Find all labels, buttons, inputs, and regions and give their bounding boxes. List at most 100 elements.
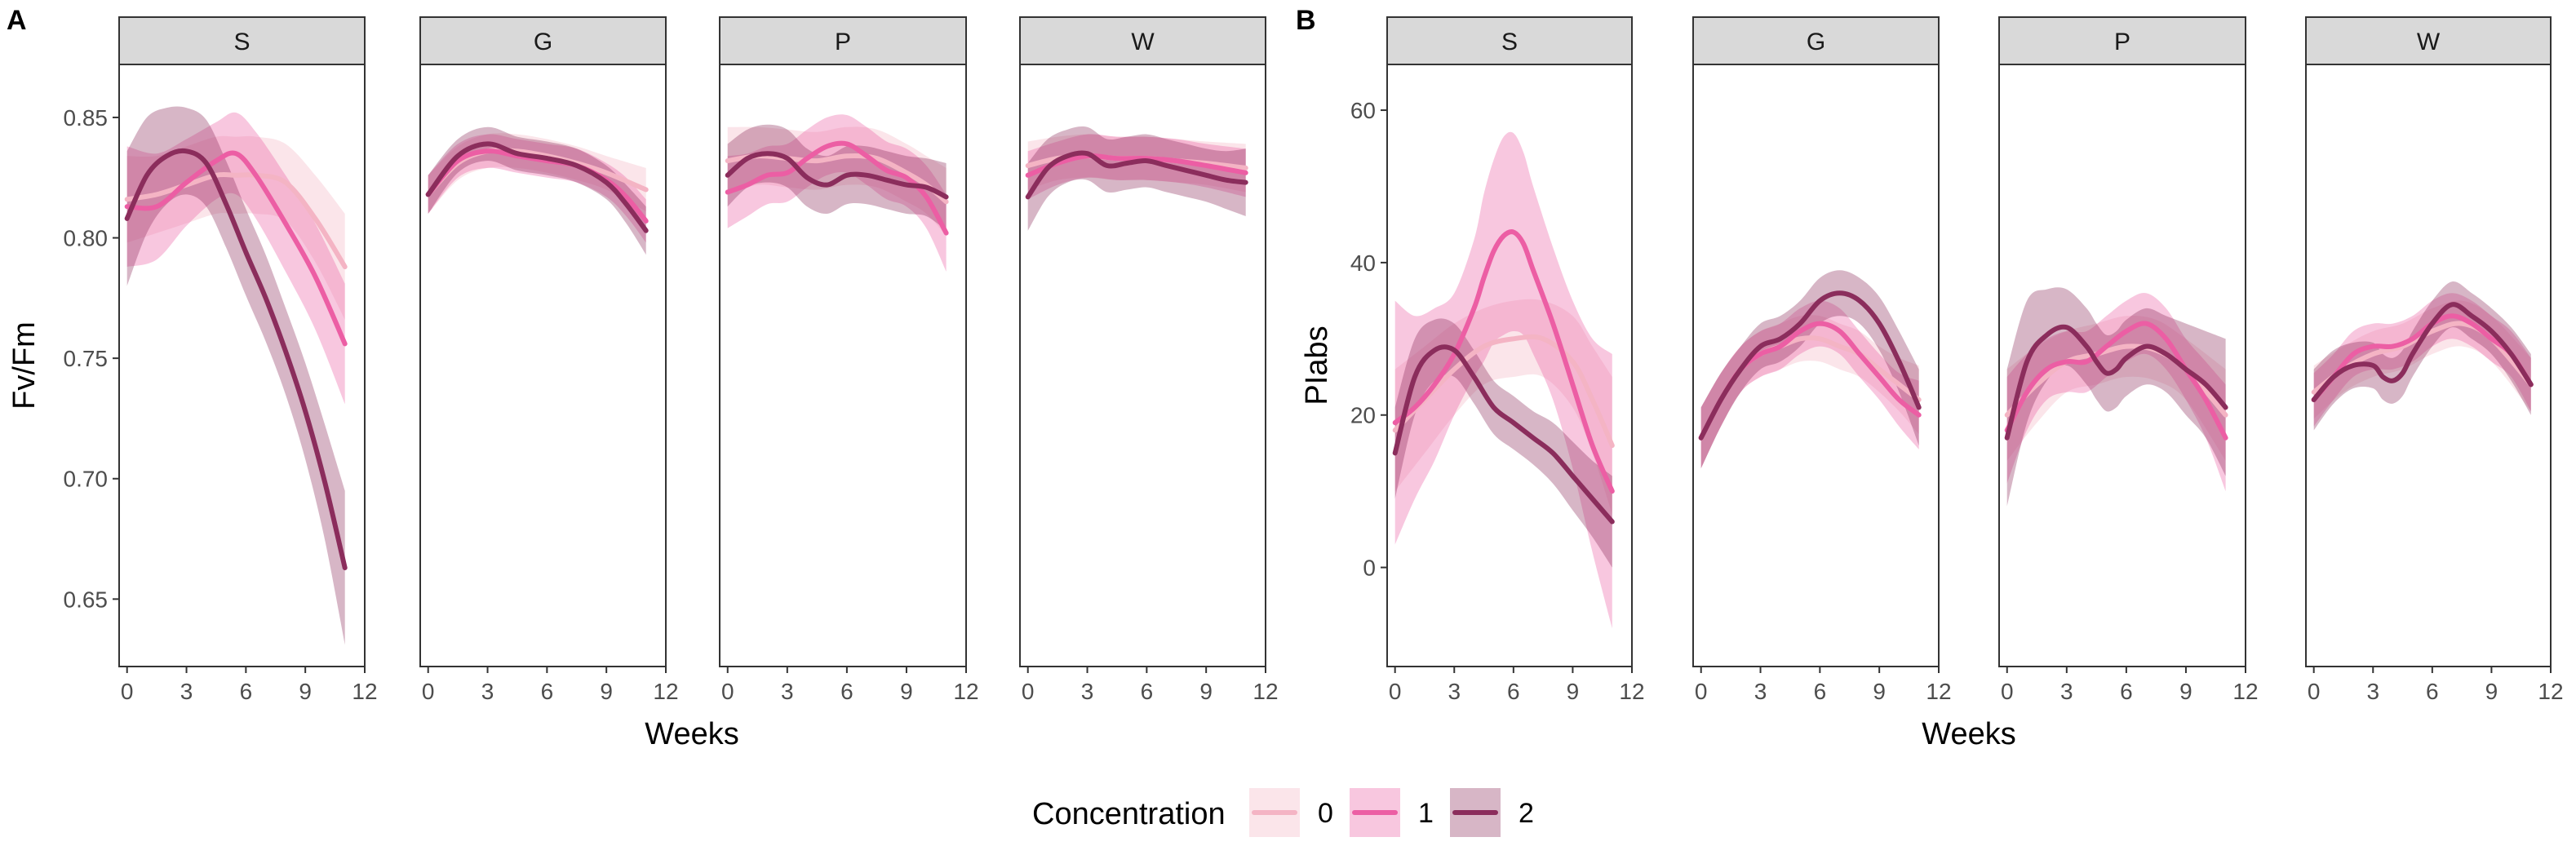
trend-line-concentration-2 (2311, 302, 2534, 402)
plot-area (1386, 64, 1633, 667)
x-tick-label: 12 (2538, 679, 2563, 704)
facet-g: G 0 3 6 9 12 (1692, 16, 1952, 704)
x-tick-label: 9 (900, 679, 913, 704)
x-axis-title: Weeks (645, 717, 738, 751)
facet-strip-label: G (534, 29, 552, 55)
ci-band-concentration-0 (2006, 316, 2226, 461)
facet-strip-label: P (2114, 29, 2130, 55)
x-tick-label: 6 (240, 679, 253, 704)
x-tick-label: 3 (481, 679, 494, 704)
y-tick-label: 0.70 (64, 467, 109, 492)
legend-label: 1 (1418, 798, 1434, 829)
facet-s: S 0 3 6 9 12 (118, 16, 378, 704)
x-tick-label: 12 (1619, 679, 1644, 704)
x-tick-label: 6 (2120, 679, 2133, 704)
trend-line-concentration-2 (1698, 290, 1922, 441)
facet-strip (1386, 16, 1633, 65)
legend-item-2: 2 (1450, 788, 1534, 837)
ci-band-concentration-2 (126, 106, 345, 645)
trend-line-concentration-2 (2004, 324, 2228, 441)
y-tick-label: 40 (1350, 250, 1376, 276)
x-tick-label: 6 (1507, 679, 1520, 704)
legend-title: Concentration (1032, 797, 1226, 831)
facet-strip-label: S (233, 29, 250, 55)
facet-g: G 0 3 6 9 12 (419, 16, 679, 704)
facet-strip-label: S (1501, 29, 1518, 55)
x-tick-label: 6 (541, 679, 554, 704)
trend-line-concentration-1 (1392, 229, 1615, 494)
y-tick-label: 0 (1363, 556, 1376, 581)
facet-s: S 0 3 6 9 12 (1386, 16, 1645, 704)
facet-strip (1019, 16, 1266, 65)
trend-line-concentration-2 (725, 151, 949, 200)
y-tick-label: 60 (1350, 98, 1376, 123)
trend-line-concentration-1 (725, 140, 949, 236)
x-tick-label: 0 (1022, 679, 1035, 704)
ci-band-concentration-1 (428, 134, 646, 243)
y-tick-label: 0.65 (64, 587, 109, 612)
trend-line-concentration-2 (1392, 344, 1615, 525)
x-tick-label: 0 (1389, 679, 1402, 704)
trend-line-concentration-1 (2311, 313, 2534, 402)
trend-line-concentration-2 (425, 141, 649, 233)
trend-line-concentration-2 (1025, 150, 1248, 200)
facet-w: W 0 3 6 9 12 (2305, 16, 2564, 704)
ci-band-concentration-2 (1700, 270, 1919, 469)
ci-band-concentration-1 (1027, 134, 1246, 200)
legend-item-0: 0 (1249, 788, 1333, 837)
x-tick-label: 0 (422, 679, 435, 704)
x-tick-label: 0 (1695, 679, 1708, 704)
facet-strip-label: G (1807, 29, 1825, 55)
x-tick-label: 9 (2485, 679, 2498, 704)
facet-strip (419, 16, 667, 65)
trend-line-concentration-0 (725, 153, 949, 205)
panel-label: B (1296, 5, 1316, 36)
facet-strip (118, 16, 366, 65)
x-tick-label: 3 (1754, 679, 1767, 704)
x-tick-label: 12 (653, 679, 678, 704)
y-tick-label: 20 (1350, 403, 1376, 428)
ci-band-concentration-0 (126, 135, 345, 320)
y-tick-label: 0.75 (64, 346, 109, 371)
x-tick-label: 12 (953, 679, 978, 704)
x-tick-label: 0 (721, 679, 734, 704)
x-tick-label: 12 (1253, 679, 1278, 704)
panel-label: A (7, 5, 27, 36)
x-tick-label: 0 (121, 679, 134, 704)
facet-strip-label: W (2417, 29, 2441, 55)
facet-strip-label: P (835, 29, 851, 55)
x-tick-label: 6 (1141, 679, 1154, 704)
facet-strip (2305, 16, 2552, 65)
facet-p: P 0 3 6 9 12 (1998, 16, 2259, 704)
legend-label: 0 (1318, 798, 1333, 829)
y-tick-label: 0.85 (64, 105, 109, 131)
ci-band-concentration-2 (1394, 318, 1612, 568)
plot-area (419, 64, 667, 667)
x-tick-label: 9 (2179, 679, 2192, 704)
facet-w: W 0 3 6 9 12 (1019, 16, 1279, 704)
ci-band-concentration-0 (1394, 299, 1612, 515)
plot-area (1692, 64, 1940, 667)
trend-line-concentration-1 (1025, 153, 1248, 178)
x-tick-label: 9 (1567, 679, 1580, 704)
x-tick-label: 9 (1873, 679, 1886, 704)
trend-line-concentration-0 (124, 171, 348, 269)
trend-line-concentration-0 (1392, 334, 1615, 449)
plot-area (118, 64, 366, 667)
x-tick-label: 12 (352, 679, 377, 704)
ci-band-concentration-1 (1700, 300, 1919, 469)
legend-label: 2 (1519, 798, 1534, 829)
x-tick-label: 3 (2060, 679, 2073, 704)
x-tick-label: 6 (2426, 679, 2439, 704)
ci-band-concentration-2 (428, 126, 646, 255)
x-tick-label: 3 (1081, 679, 1094, 704)
facet-p: P 0 3 6 9 12 (719, 16, 979, 704)
trend-line-concentration-1 (124, 150, 348, 347)
y-tick-label: 0.80 (64, 226, 109, 251)
facet-strip (1998, 16, 2246, 65)
x-tick-label: 9 (1199, 679, 1213, 704)
trend-line-concentration-2 (124, 148, 348, 570)
x-tick-label: 12 (2232, 679, 2258, 704)
